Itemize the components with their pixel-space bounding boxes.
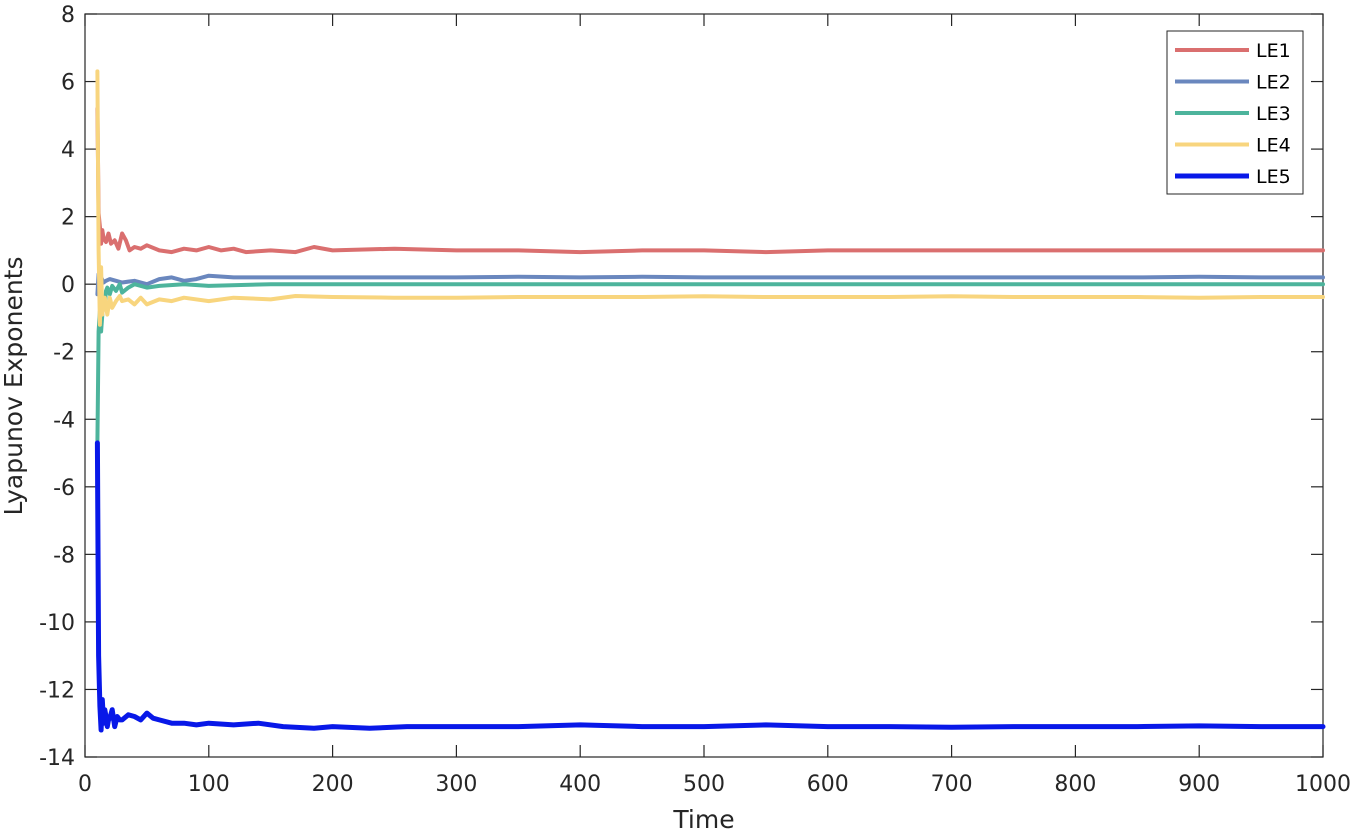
x-tick-label: 1000 — [1295, 772, 1351, 797]
x-axis: 0 100 200 300 400 500 600 700 800 900 1000 — [78, 14, 1351, 797]
x-tick-label: 600 — [807, 772, 849, 797]
series-line-le4 — [95, 69, 1325, 327]
y-tick-label: 8 — [61, 3, 75, 28]
series-line-le5 — [94, 440, 1326, 733]
x-tick-label: 500 — [683, 772, 725, 797]
legend-label-le4: LE4 — [1256, 135, 1291, 157]
x-tick-label: 900 — [1178, 772, 1220, 797]
y-axis: -14 -12 -10 -8 -6 -4 -2 0 2 4 6 8 — [39, 3, 1323, 771]
series-group — [94, 69, 1326, 733]
series-line-le2 — [95, 272, 1325, 297]
legend-label-le2: LE2 — [1256, 72, 1291, 94]
y-tick-label: -12 — [39, 678, 75, 703]
x-tick-label: 700 — [931, 772, 973, 797]
x-axis-label: Time — [672, 805, 734, 833]
x-tick-label: 400 — [559, 772, 601, 797]
x-tick-label: 300 — [435, 772, 477, 797]
y-tick-label: 0 — [61, 273, 75, 298]
x-tick-label: 200 — [312, 772, 354, 797]
x-tick-label: 0 — [78, 772, 92, 797]
legend: LE1 LE2 LE3 LE4 LE5 — [1166, 30, 1304, 195]
y-tick-label: 2 — [61, 206, 75, 231]
y-tick-label: -10 — [39, 611, 75, 636]
y-tick-label: -6 — [53, 476, 75, 501]
legend-label-le1: LE1 — [1256, 40, 1291, 62]
y-tick-label: 6 — [61, 71, 75, 96]
y-tick-label: -14 — [39, 746, 75, 771]
x-tick-label: 800 — [1054, 772, 1096, 797]
plot-area — [84, 13, 1324, 758]
legend-label-le3: LE3 — [1256, 103, 1291, 125]
legend-label-le5: LE5 — [1256, 166, 1291, 188]
series-line-le1 — [95, 106, 1325, 255]
y-tick-label: -4 — [53, 408, 75, 433]
y-tick-label: 4 — [61, 138, 75, 163]
y-axis-label: Lyapunov Exponents — [0, 257, 28, 516]
y-tick-label: -8 — [53, 543, 75, 568]
x-tick-label: 100 — [188, 772, 230, 797]
y-tick-label: -2 — [53, 341, 75, 366]
